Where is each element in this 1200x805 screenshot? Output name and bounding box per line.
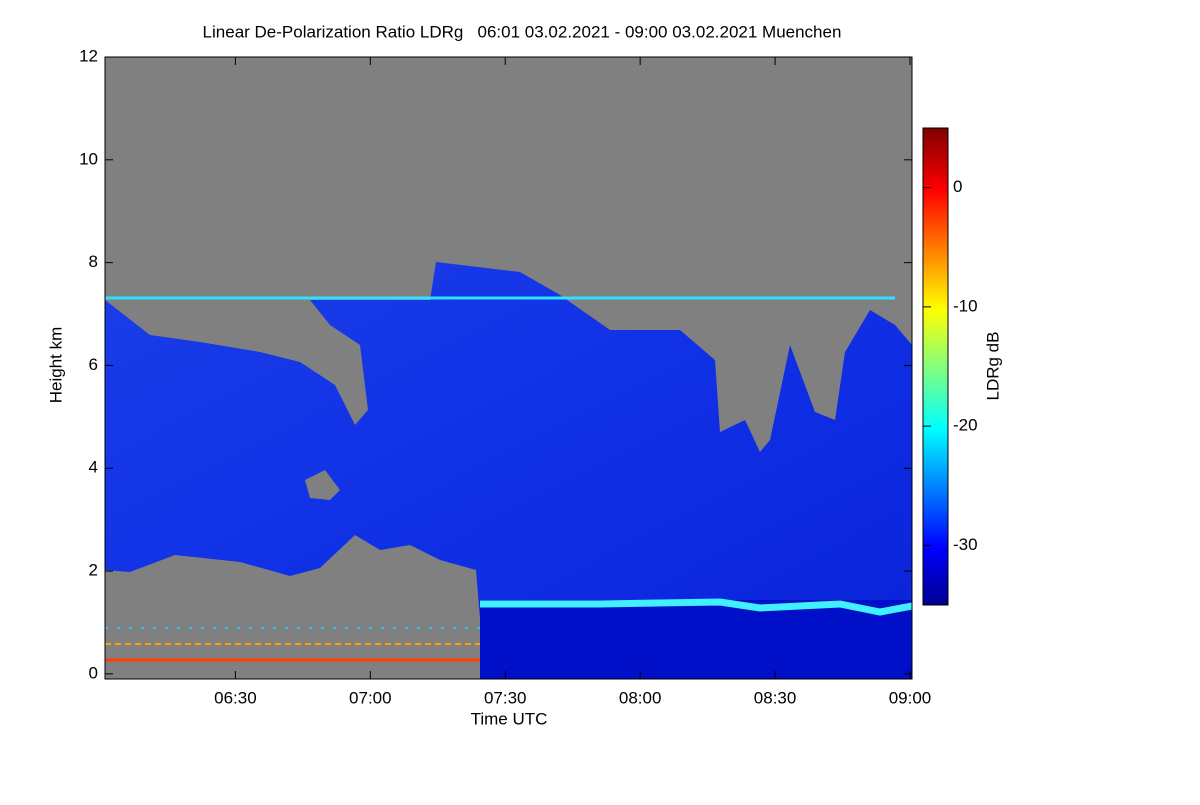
y-tick-label: 10 (79, 149, 98, 168)
y-tick-label: 0 (89, 663, 98, 682)
x-tick-label: 07:00 (349, 688, 392, 707)
colorbar-tick-label: -20 (953, 416, 978, 435)
colorbar-label: LDRg dB (983, 332, 1002, 401)
boundary-layer (480, 600, 912, 679)
chart-title: Linear De-Polarization Ratio LDRg 06:01 … (203, 22, 842, 41)
colorbar (922, 127, 949, 606)
y-tick-label: 8 (89, 252, 98, 271)
x-tick-label: 08:30 (754, 688, 797, 707)
plot-frame (104, 56, 913, 680)
x-tick-label: 07:30 (484, 688, 527, 707)
x-tick-label: 09:00 (889, 688, 932, 707)
y-tick-label: 6 (89, 355, 98, 374)
y-tick-label: 4 (89, 458, 98, 477)
colorbar-tick-label: -10 (953, 296, 978, 315)
aerosol-layer-top (480, 598, 913, 616)
y-tick-label: 2 (89, 561, 98, 580)
y-axis-label: Height km (46, 327, 65, 404)
x-tick-label: 08:00 (619, 688, 662, 707)
x-tick-label: 06:30 (214, 688, 257, 707)
cloud-region (105, 262, 912, 679)
gap-area (305, 470, 340, 500)
x-axis-label: Time UTC (471, 709, 548, 728)
colorbar-tick-label: 0 (953, 177, 962, 196)
lidar-field (105, 57, 913, 679)
y-tick-label: 12 (79, 46, 98, 65)
colorbar-tick-label: -30 (953, 535, 978, 554)
